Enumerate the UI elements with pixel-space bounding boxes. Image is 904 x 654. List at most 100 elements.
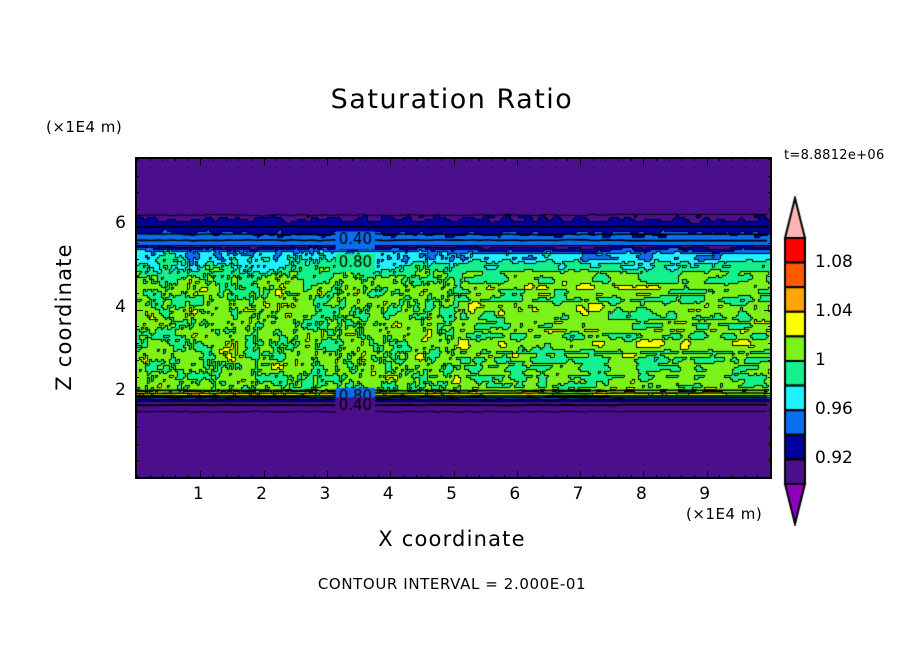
x-axis-tick: [250, 157, 252, 161]
colorbar-tick-label: 1.08: [815, 251, 853, 272]
y-axis-tick: [135, 225, 143, 227]
y-axis-tick: [768, 292, 772, 294]
x-axis-tick: [149, 157, 151, 161]
y-axis-tick: [135, 192, 139, 194]
x-axis-tick: [212, 157, 214, 161]
x-axis-tick: [339, 475, 341, 479]
x-axis-tick: [681, 157, 683, 161]
x-axis-tick: [428, 157, 430, 161]
x-axis-tick: [364, 475, 366, 479]
x-axis-tick: [174, 157, 176, 161]
y-axis-tick: [768, 376, 772, 378]
x-axis-tick: [630, 475, 632, 479]
x-axis-tick: [757, 157, 759, 161]
y-axis-tick: [135, 326, 139, 328]
x-axis-tick: [643, 157, 645, 165]
x-axis-tick: [415, 475, 417, 479]
x-axis-tick: [288, 157, 290, 161]
x-axis-tick: [453, 471, 455, 479]
y-axis-tick: [135, 175, 139, 177]
x-axis-tick: [618, 475, 620, 479]
x-axis-tick: [314, 475, 316, 479]
x-axis-tick: [732, 475, 734, 479]
x-axis-tick: [149, 475, 151, 479]
x-axis-tick: [567, 157, 569, 161]
x-axis-tick-label: 6: [509, 484, 521, 504]
y-axis-tick: [768, 477, 772, 478]
y-axis-tick: [768, 343, 772, 345]
x-axis-tick: [694, 475, 696, 479]
x-axis-tick: [352, 157, 354, 161]
x-axis-tick: [744, 475, 746, 479]
x-axis-tick: [580, 471, 582, 479]
y-axis-tick: [768, 359, 772, 361]
x-axis-tick: [174, 475, 176, 479]
x-axis-tick: [390, 157, 392, 165]
x-axis-tick: [643, 471, 645, 479]
y-axis-tick-label: 6: [115, 212, 126, 233]
x-axis-tick: [263, 157, 265, 165]
x-axis-tick: [694, 157, 696, 161]
x-axis-tick: [504, 157, 506, 161]
x-axis-tick: [402, 157, 404, 161]
x-axis-tick: [529, 475, 531, 479]
x-axis-tick: [719, 157, 721, 161]
x-axis-tick: [453, 157, 455, 165]
y-axis-tick: [135, 460, 139, 462]
time-annotation: t=8.8812e+06: [784, 148, 885, 163]
x-axis-tick-label: 4: [382, 484, 394, 504]
x-axis-tick: [440, 157, 442, 161]
x-axis-tick: [478, 157, 480, 161]
y-axis-tick: [764, 309, 772, 311]
x-axis-tick: [200, 157, 202, 165]
x-axis-tick: [415, 157, 417, 161]
y-axis-tick-label: 2: [115, 380, 126, 401]
x-axis-tick: [187, 475, 189, 479]
x-axis-tick: [757, 475, 759, 479]
x-axis-tick-label: 8: [635, 484, 647, 504]
x-axis-tick-label: 3: [319, 484, 331, 504]
x-axis-tick: [390, 471, 392, 479]
y-axis-tick: [768, 276, 772, 278]
y-axis-tick: [135, 376, 139, 378]
x-axis-title: X coordinate: [378, 527, 526, 551]
x-axis-tick: [592, 157, 594, 161]
y-axis-tick: [135, 359, 139, 361]
x-axis-tick: [263, 471, 265, 479]
y-axis-tick: [768, 175, 772, 177]
y-axis-tick: [764, 393, 772, 395]
x-axis-tick: [706, 471, 708, 479]
x-axis-tick: [542, 475, 544, 479]
x-axis-tick: [491, 157, 493, 161]
x-axis-tick: [744, 157, 746, 161]
x-axis-tick: [301, 475, 303, 479]
x-axis-tick: [225, 475, 227, 479]
x-axis-tick: [706, 157, 708, 165]
x-axis-tick: [656, 475, 658, 479]
x-axis-tick: [567, 475, 569, 479]
x-axis-tick: [364, 157, 366, 161]
y-axis-tick: [768, 410, 772, 412]
colorbar-gradient: [783, 196, 807, 526]
x-axis-tick: [732, 157, 734, 161]
x-axis-tick: [377, 475, 379, 479]
x-axis-tick: [719, 475, 721, 479]
x-axis-tick: [352, 475, 354, 479]
x-axis-tick: [250, 475, 252, 479]
y-axis-tick: [135, 209, 139, 211]
x-axis-tick: [276, 475, 278, 479]
contour-interval-note: CONTOUR INTERVAL = 2.000E-01: [317, 575, 587, 593]
x-axis-tick: [554, 157, 556, 161]
y-axis-tick: [135, 309, 143, 311]
x-axis-tick: [491, 475, 493, 479]
y-axis-tick: [135, 259, 139, 261]
x-axis-tick: [542, 157, 544, 161]
x-axis-tick: [162, 475, 164, 479]
x-axis-tick: [162, 157, 164, 161]
x-axis-tick-label: 1: [192, 484, 204, 504]
x-axis-tick: [504, 475, 506, 479]
y-axis-tick: [135, 159, 139, 160]
x-axis-tick: [402, 475, 404, 479]
y-axis-tick: [768, 242, 772, 244]
x-axis-tick: [326, 157, 328, 165]
